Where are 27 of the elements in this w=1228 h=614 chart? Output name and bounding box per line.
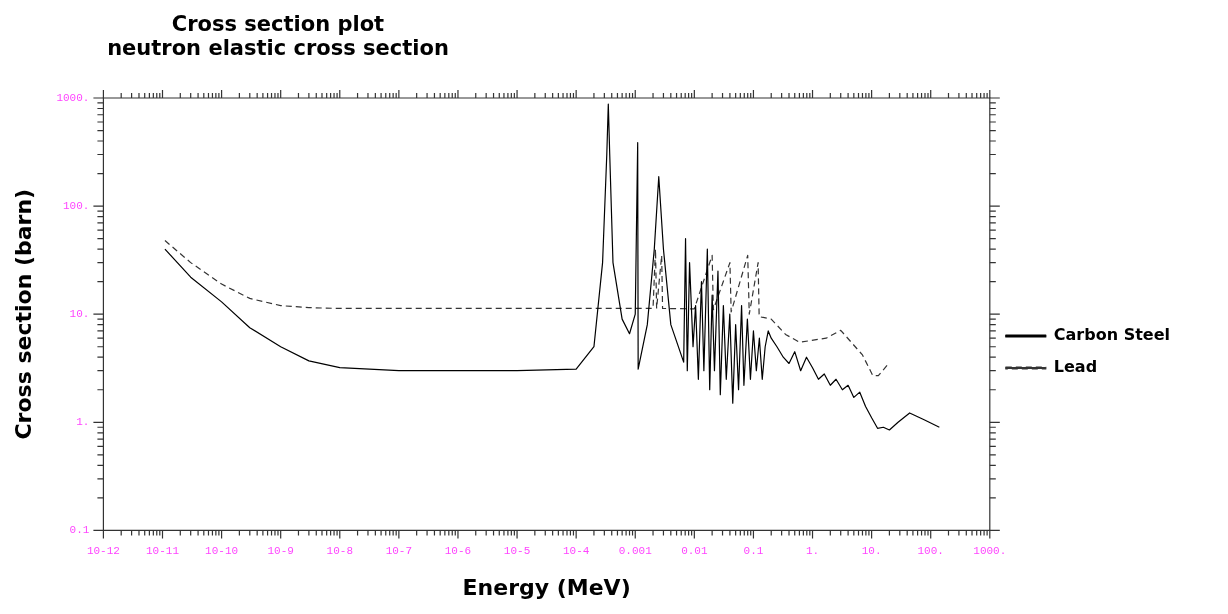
legend-label: Carbon Steel [1053,325,1171,345]
x-tick-label: 1000. [973,544,1007,557]
x-tick-label: 10-11 [145,544,180,557]
x-tick-label: 10-8 [326,544,353,557]
x-tick-label: 0.1 [743,544,764,557]
x-tick-label: 10-5 [503,544,531,557]
x-tick-label: 10-9 [267,544,294,557]
y-axis-title: Cross section (barn) [10,188,36,440]
y-tick-label: 10. [69,308,90,321]
x-tick-label: 10-12 [86,544,120,557]
x-tick-label: 10-10 [205,544,239,557]
x-tick-label: 10. [861,544,882,557]
x-tick-label: 0.01 [681,544,708,557]
x-tick-label: 10-7 [385,544,413,557]
x-tick-label: 100. [917,544,944,557]
x-tick-label: 1. [805,544,820,557]
y-tick-label: 100. [63,200,90,213]
x-tick-label: 10-4 [562,544,590,557]
y-tick-label: 1000. [56,91,90,104]
x-axis-title: Energy (MeV) [462,574,631,600]
x-tick-label: 10-6 [444,544,472,557]
legend-label: Lead [1053,357,1098,377]
chart-title: Cross section plot [170,12,386,36]
y-tick-label: 1. [76,416,90,429]
chart-subtitle: neutron elastic cross section [106,36,450,60]
y-tick-label: 0.1 [69,524,90,537]
x-tick-label: 0.001 [618,544,653,557]
